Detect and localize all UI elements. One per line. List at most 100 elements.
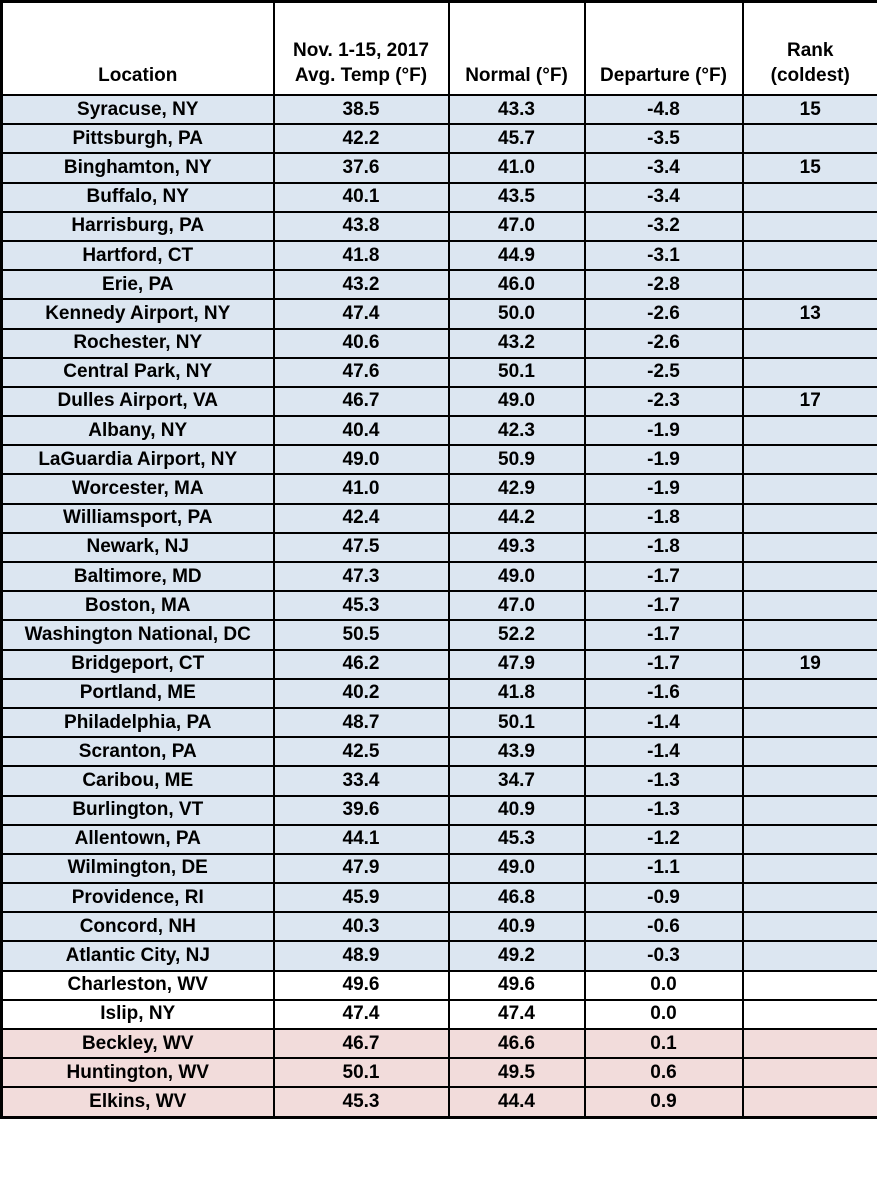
location-cell: Concord, NH: [0, 911, 275, 943]
departure-cell: -1.8: [583, 502, 744, 534]
table-row: Newark, NJ 47.5 49.3 -1.8: [0, 531, 877, 564]
table-row: Charleston, WV 49.6 49.6 0.0: [0, 969, 877, 1001]
avg-temp-cell: 47.4: [272, 998, 450, 1031]
rank-cell: [741, 502, 877, 534]
location-cell: Syracuse, NY: [0, 93, 275, 126]
avg-temp-cell: 47.9: [272, 852, 450, 885]
avg-temp-cell: 48.7: [272, 706, 450, 739]
avg-temp-cell: 40.3: [272, 911, 450, 943]
departure-cell: -0.6: [583, 911, 744, 943]
avg-temp-cell: 43.2: [272, 269, 450, 301]
rank-cell: 13: [741, 298, 877, 330]
normal-cell: 43.5: [447, 181, 586, 213]
normal-cell: 45.3: [447, 823, 586, 855]
normal-cell: 40.9: [447, 911, 586, 943]
departure-cell: -3.4: [583, 152, 744, 184]
table-row: Huntington, WV 50.1 49.5 0.6: [0, 1057, 877, 1089]
table-row: Scranton, PA 42.5 43.9 -1.4: [0, 736, 877, 768]
normal-cell: 49.2: [447, 940, 586, 972]
table-row: Worcester, MA 41.0 42.9 -1.9: [0, 473, 877, 505]
normal-cell: 47.0: [447, 590, 586, 622]
column-header-departure: Departure (°F): [583, 0, 744, 96]
rank-cell: [741, 444, 877, 476]
rank-cell: [741, 415, 877, 447]
location-cell: Islip, NY: [0, 998, 275, 1031]
table-row: Hartford, CT 41.8 44.9 -3.1: [0, 239, 877, 272]
table-row: Binghamton, NY 37.6 41.0 -3.4 15: [0, 152, 877, 184]
normal-cell: 46.0: [447, 269, 586, 301]
table-row: Atlantic City, NJ 48.9 49.2 -0.3: [0, 940, 877, 972]
normal-cell: 50.9: [447, 444, 586, 476]
location-cell: Allentown, PA: [0, 823, 275, 855]
table-row: Wilmington, DE 47.9 49.0 -1.1: [0, 852, 877, 885]
avg-temp-cell: 49.0: [272, 444, 450, 476]
rank-cell: [741, 852, 877, 885]
table-row: Syracuse, NY 38.5 43.3 -4.8 15: [0, 93, 877, 126]
rank-cell: [741, 677, 877, 709]
location-cell: Hartford, CT: [0, 239, 275, 272]
location-cell: Central Park, NY: [0, 356, 275, 388]
column-header-normal-label: Normal (°F): [465, 65, 568, 87]
rank-cell: [741, 765, 877, 797]
departure-cell: -1.9: [583, 473, 744, 505]
table-row: Bridgeport, CT 46.2 47.9 -1.7 19: [0, 648, 877, 680]
avg-temp-cell: 47.5: [272, 531, 450, 564]
departure-cell: 0.0: [583, 998, 744, 1031]
location-cell: Philadelphia, PA: [0, 706, 275, 739]
temperature-table: Location Nov. 1-15, 2017 Avg. Temp (°F) …: [0, 0, 877, 1119]
location-cell: Beckley, WV: [0, 1027, 275, 1060]
normal-cell: 34.7: [447, 765, 586, 797]
location-cell: Charleston, WV: [0, 969, 275, 1001]
rank-cell: [741, 560, 877, 593]
avg-temp-cell: 46.7: [272, 1027, 450, 1060]
departure-cell: -1.7: [583, 560, 744, 593]
normal-cell: 49.0: [447, 852, 586, 885]
location-cell: Washington National, DC: [0, 619, 275, 651]
table-row: Harrisburg, PA 43.8 47.0 -3.2: [0, 210, 877, 242]
departure-cell: -2.3: [583, 385, 744, 418]
rank-cell: [741, 940, 877, 972]
normal-cell: 50.1: [447, 706, 586, 739]
departure-cell: 0.0: [583, 969, 744, 1001]
normal-cell: 42.3: [447, 415, 586, 447]
table-row: Pittsburgh, PA 42.2 45.7 -3.5: [0, 123, 877, 155]
table-row: LaGuardia Airport, NY 49.0 50.9 -1.9: [0, 444, 877, 476]
rank-cell: [741, 590, 877, 622]
rank-cell: [741, 210, 877, 242]
normal-cell: 49.0: [447, 560, 586, 593]
location-cell: Newark, NJ: [0, 531, 275, 564]
avg-temp-cell: 44.1: [272, 823, 450, 855]
location-cell: Bridgeport, CT: [0, 648, 275, 680]
table-row: Albany, NY 40.4 42.3 -1.9: [0, 415, 877, 447]
location-cell: LaGuardia Airport, NY: [0, 444, 275, 476]
avg-temp-cell: 42.5: [272, 736, 450, 768]
column-header-avg-temp: Nov. 1-15, 2017 Avg. Temp (°F): [272, 0, 450, 96]
departure-cell: -1.6: [583, 677, 744, 709]
normal-cell: 43.3: [447, 93, 586, 126]
rank-cell: [741, 269, 877, 301]
normal-cell: 42.9: [447, 473, 586, 505]
departure-cell: -3.5: [583, 123, 744, 155]
table-row: Philadelphia, PA 48.7 50.1 -1.4: [0, 706, 877, 739]
avg-temp-cell: 46.7: [272, 385, 450, 418]
table-row: Caribou, ME 33.4 34.7 -1.3: [0, 765, 877, 797]
normal-cell: 47.4: [447, 998, 586, 1031]
location-cell: Worcester, MA: [0, 473, 275, 505]
table-row: Buffalo, NY 40.1 43.5 -3.4: [0, 181, 877, 213]
table-row: Kennedy Airport, NY 47.4 50.0 -2.6 13: [0, 298, 877, 330]
departure-cell: 0.1: [583, 1027, 744, 1060]
location-cell: Binghamton, NY: [0, 152, 275, 184]
column-header-avg-temp-line1: Nov. 1-15, 2017: [293, 39, 429, 61]
avg-temp-cell: 45.3: [272, 590, 450, 622]
departure-cell: 0.9: [583, 1086, 744, 1119]
table-row: Williamsport, PA 42.4 44.2 -1.8: [0, 502, 877, 534]
location-cell: Atlantic City, NJ: [0, 940, 275, 972]
departure-cell: -1.9: [583, 415, 744, 447]
normal-cell: 47.0: [447, 210, 586, 242]
table-row: Elkins, WV 45.3 44.4 0.9: [0, 1086, 877, 1119]
table-row: Providence, RI 45.9 46.8 -0.9: [0, 882, 877, 914]
rank-cell: [741, 998, 877, 1031]
avg-temp-cell: 37.6: [272, 152, 450, 184]
normal-cell: 50.1: [447, 356, 586, 388]
table-row: Burlington, VT 39.6 40.9 -1.3: [0, 794, 877, 826]
